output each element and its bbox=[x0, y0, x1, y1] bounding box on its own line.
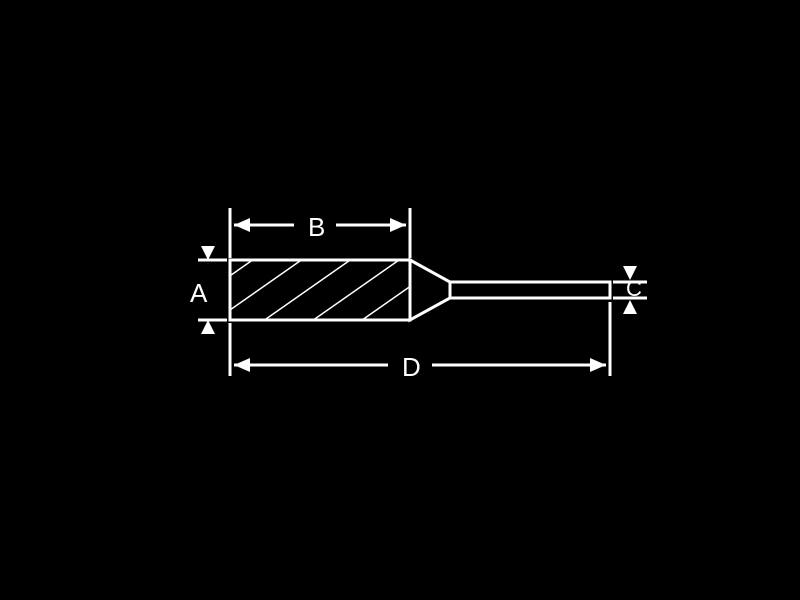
tool-shank bbox=[450, 282, 610, 298]
label-b: B bbox=[308, 212, 325, 243]
label-c: C bbox=[626, 276, 642, 302]
label-d: D bbox=[402, 352, 421, 383]
tool-taper bbox=[410, 260, 450, 320]
tool-head bbox=[230, 260, 410, 320]
technical-diagram: A B C D bbox=[150, 160, 650, 440]
tool-outline-svg bbox=[150, 160, 650, 440]
label-a: A bbox=[190, 278, 207, 309]
